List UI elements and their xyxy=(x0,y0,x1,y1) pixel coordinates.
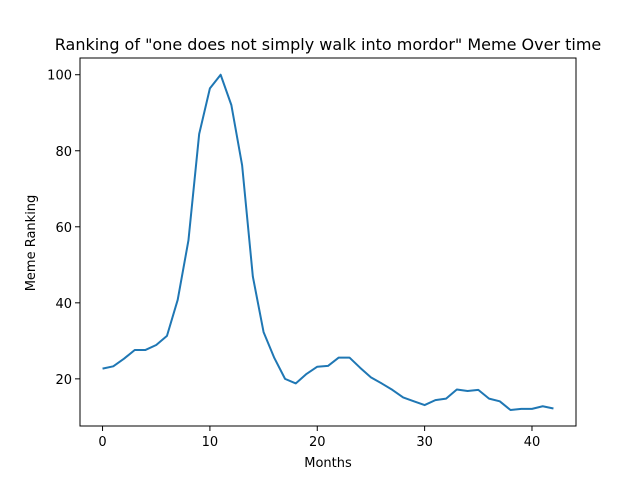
y-tick-label: 20 xyxy=(55,373,72,388)
y-axis-label: Meme Ranking xyxy=(24,195,39,292)
plot-frame xyxy=(79,57,577,427)
y-tick-label: 60 xyxy=(55,221,72,236)
y-axis-ticks: 20 40 60 80 100 xyxy=(47,69,80,388)
x-tick-label: 0 xyxy=(98,435,106,450)
x-tick-label: 20 xyxy=(309,435,326,450)
y-tick-label: 40 xyxy=(55,297,72,312)
x-axis-ticks: 0 10 20 30 40 xyxy=(98,426,540,450)
x-axis-label: Months xyxy=(304,456,352,471)
y-tick-label: 80 xyxy=(55,145,72,160)
x-tick-label: 10 xyxy=(202,435,219,450)
chart-title: Ranking of "one does not simply walk int… xyxy=(55,35,602,54)
x-tick-label: 40 xyxy=(524,435,541,450)
series-line-0 xyxy=(102,73,554,412)
x-tick-label: 30 xyxy=(416,435,433,450)
y-tick-label: 100 xyxy=(47,69,72,84)
plot-area xyxy=(79,57,577,427)
